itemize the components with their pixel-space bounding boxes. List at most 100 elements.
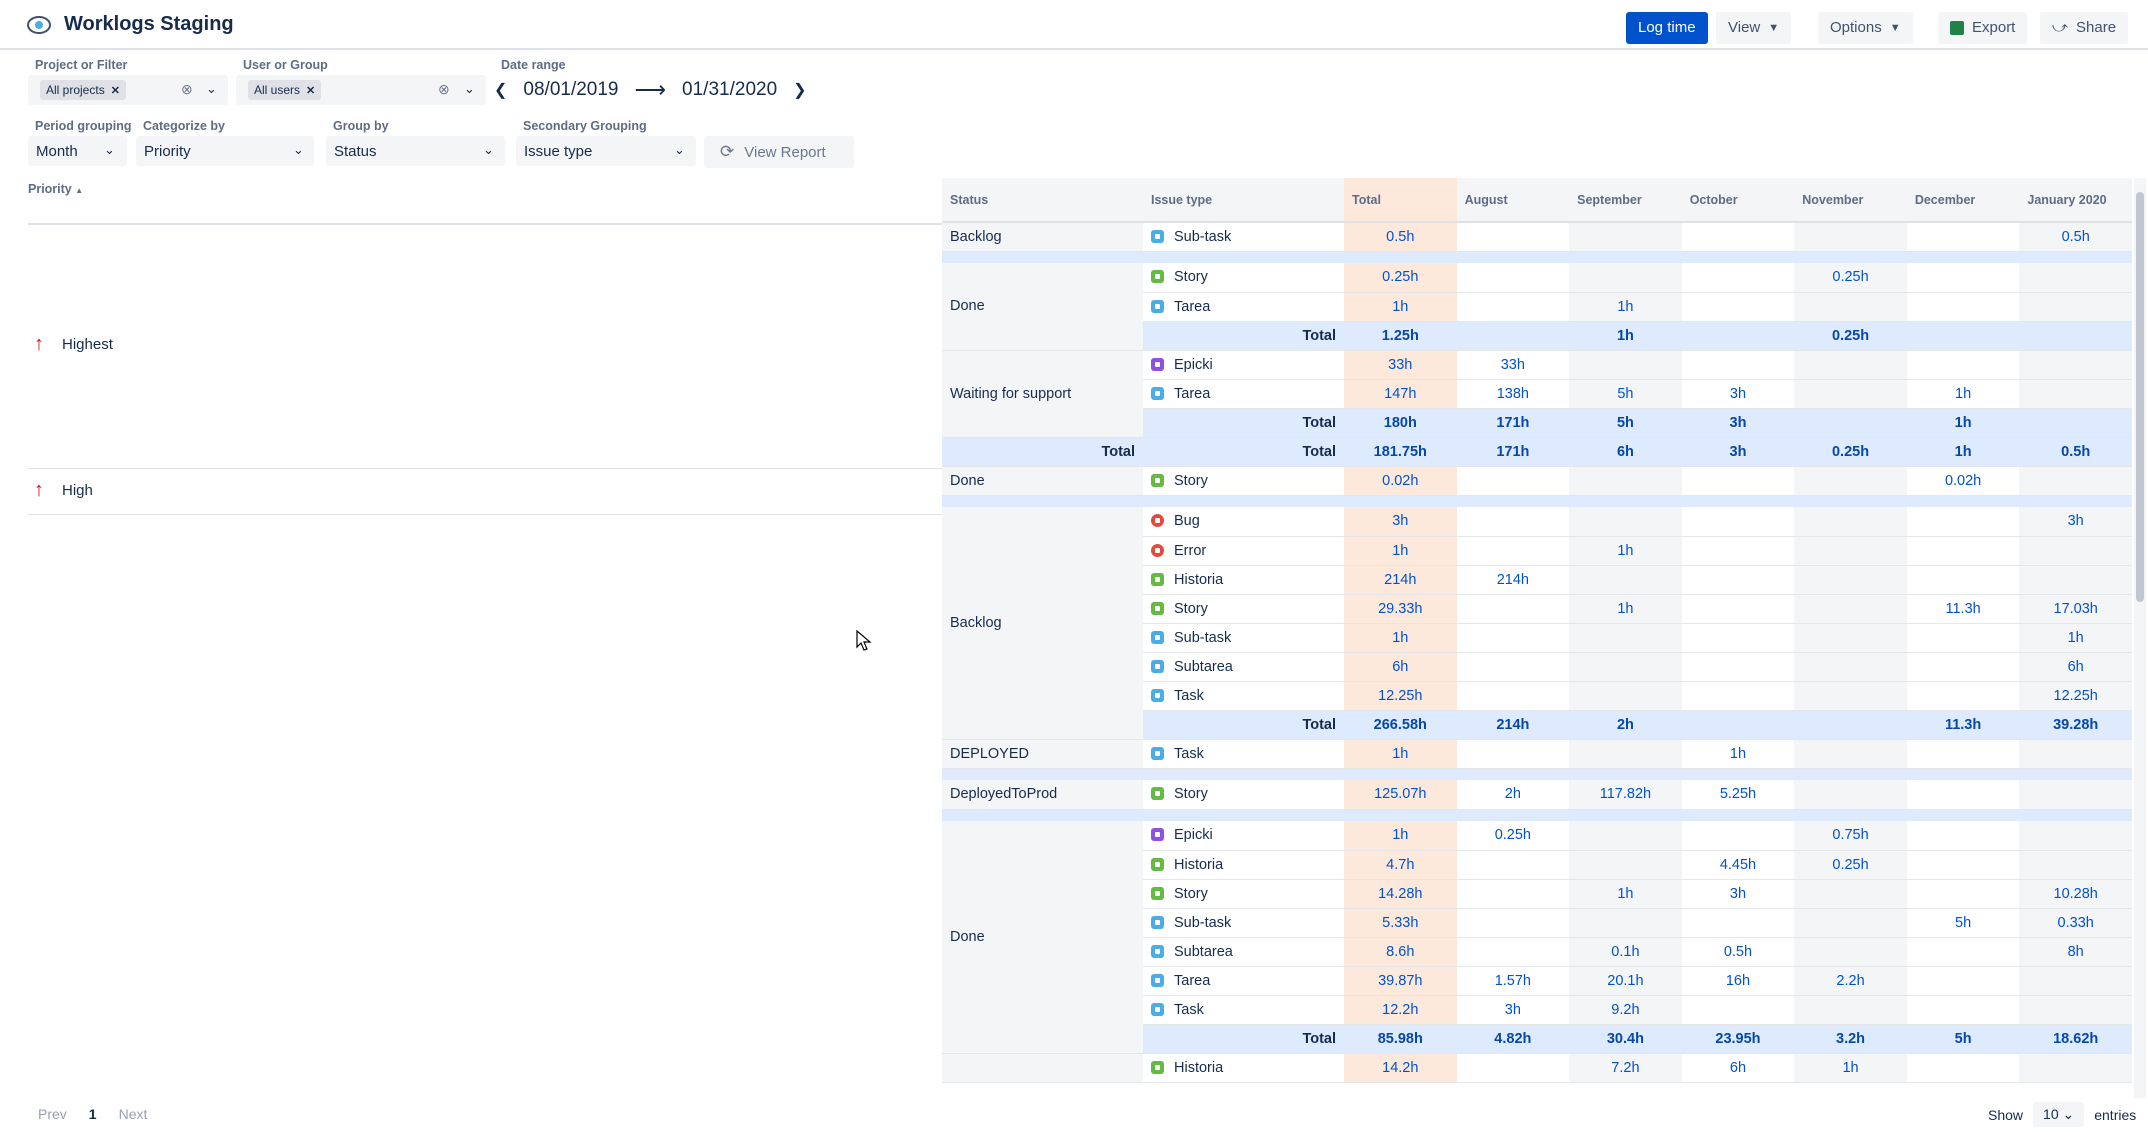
total-cell[interactable]: 14.2h xyxy=(1344,1053,1457,1083)
hours-cell[interactable]: 0.25h xyxy=(1794,321,1907,351)
hours-cell[interactable] xyxy=(1569,565,1682,595)
hours-cell[interactable] xyxy=(1794,408,1907,438)
hours-cell[interactable]: 7.2h xyxy=(1569,1053,1682,1083)
hours-cell[interactable]: 3h xyxy=(1681,879,1795,909)
hours-cell[interactable]: 0.5h xyxy=(2019,437,2132,467)
total-cell[interactable]: 125.07h xyxy=(1344,780,1457,810)
hours-cell[interactable]: 2h xyxy=(1569,710,1682,740)
hours-cell[interactable] xyxy=(1681,536,1795,566)
hours-cell[interactable]: 117.82h xyxy=(1569,780,1682,810)
hours-cell[interactable]: 6h xyxy=(1681,1053,1795,1083)
categorize-by-select[interactable]: Priority xyxy=(136,136,314,166)
hours-cell[interactable] xyxy=(1794,652,1907,682)
hours-cell[interactable] xyxy=(1794,292,1907,322)
hours-cell[interactable] xyxy=(1906,821,2020,851)
hours-cell[interactable] xyxy=(1569,652,1682,682)
hours-cell[interactable]: 0.75h xyxy=(1794,821,1907,851)
hours-cell[interactable]: 0.25h xyxy=(1456,821,1570,851)
hours-cell[interactable] xyxy=(1681,507,1795,537)
hours-cell[interactable] xyxy=(1569,623,1682,653)
hours-cell[interactable] xyxy=(1906,995,2020,1025)
hours-cell[interactable] xyxy=(1906,623,2020,653)
hours-cell[interactable] xyxy=(1569,739,1682,769)
hours-cell[interactable] xyxy=(1681,681,1795,711)
total-cell[interactable]: 1h xyxy=(1344,536,1457,566)
project-filter-select[interactable]: All projects ✕ xyxy=(28,75,228,105)
hours-cell[interactable] xyxy=(1456,850,1570,880)
prev-button[interactable]: Prev xyxy=(38,1106,67,1122)
hours-cell[interactable] xyxy=(1456,879,1570,909)
hours-cell[interactable] xyxy=(1794,222,1907,252)
hours-cell[interactable] xyxy=(1906,739,2020,769)
hours-cell[interactable] xyxy=(1906,222,2020,252)
hours-cell[interactable]: 214h xyxy=(1456,565,1570,595)
hours-cell[interactable] xyxy=(1906,850,2020,880)
entries-select[interactable]: 10 ⌄ xyxy=(2033,1102,2085,1127)
hours-cell[interactable] xyxy=(1456,466,1570,496)
clear-icon[interactable]: ⊗ xyxy=(438,81,450,97)
group-by-select[interactable]: Status xyxy=(326,136,505,166)
hours-cell[interactable] xyxy=(1456,681,1570,711)
hours-cell[interactable]: 1h xyxy=(1906,437,2020,467)
chevron-down-icon[interactable]: ⌄ xyxy=(464,81,475,96)
total-cell[interactable]: 266.58h xyxy=(1344,710,1457,740)
hours-cell[interactable]: 1h xyxy=(1569,292,1682,322)
hours-cell[interactable] xyxy=(1456,739,1570,769)
hours-cell[interactable]: 171h xyxy=(1456,408,1570,438)
hours-cell[interactable]: 5h xyxy=(1569,408,1682,438)
hours-cell[interactable]: 2.2h xyxy=(1794,966,1907,996)
hours-cell[interactable] xyxy=(1456,321,1570,351)
hours-cell[interactable]: 9.2h xyxy=(1569,995,1682,1025)
hours-cell[interactable] xyxy=(1681,652,1795,682)
hours-cell[interactable] xyxy=(2019,350,2132,380)
total-cell[interactable]: 181.75h xyxy=(1344,437,1457,467)
hours-cell[interactable]: 1h xyxy=(1906,408,2020,438)
total-header[interactable]: Total xyxy=(1344,178,1457,223)
log-time-button[interactable]: Log time xyxy=(1626,12,1708,44)
hours-cell[interactable] xyxy=(1681,263,1795,293)
hours-cell[interactable] xyxy=(1794,350,1907,380)
total-cell[interactable]: 12.2h xyxy=(1344,995,1457,1025)
hours-cell[interactable] xyxy=(1794,565,1907,595)
hours-cell[interactable] xyxy=(1794,379,1907,409)
view-report-button[interactable]: ⟳ View Report xyxy=(704,136,854,168)
hours-cell[interactable] xyxy=(1569,821,1682,851)
hours-cell[interactable] xyxy=(1906,350,2020,380)
hours-cell[interactable] xyxy=(1794,908,1907,938)
hours-cell[interactable] xyxy=(1456,507,1570,537)
hours-cell[interactable] xyxy=(2019,466,2132,496)
hours-cell[interactable] xyxy=(2019,1053,2132,1083)
chevron-down-icon[interactable]: ⌄ xyxy=(206,81,217,96)
date-to[interactable]: 01/31/2020 xyxy=(682,79,778,100)
hours-cell[interactable] xyxy=(1681,710,1795,740)
month-header[interactable]: December xyxy=(1906,178,2020,223)
hours-cell[interactable] xyxy=(1906,966,2020,996)
total-cell[interactable]: 5.33h xyxy=(1344,908,1457,938)
hours-cell[interactable]: 0.5h xyxy=(1681,937,1795,967)
hours-cell[interactable]: 5h xyxy=(1906,908,2020,938)
total-cell[interactable]: 29.33h xyxy=(1344,594,1457,624)
total-cell[interactable]: 1h xyxy=(1344,739,1457,769)
total-cell[interactable]: 0.02h xyxy=(1344,466,1457,496)
month-header[interactable]: September xyxy=(1569,178,1682,223)
hours-cell[interactable] xyxy=(1906,681,2020,711)
total-cell[interactable]: 0.25h xyxy=(1344,263,1457,293)
hours-cell[interactable] xyxy=(1681,222,1795,252)
hours-cell[interactable]: 138h xyxy=(1456,379,1570,409)
total-cell[interactable]: 14.28h xyxy=(1344,879,1457,909)
period-grouping-select[interactable]: Month xyxy=(28,136,127,166)
vertical-scrollbar[interactable] xyxy=(2134,178,2146,1098)
hours-cell[interactable] xyxy=(1681,321,1795,351)
hours-cell[interactable] xyxy=(1456,908,1570,938)
hours-cell[interactable] xyxy=(1456,222,1570,252)
hours-cell[interactable] xyxy=(1456,1053,1570,1083)
chevron-down-icon[interactable]: ⌄ xyxy=(483,142,494,157)
hours-cell[interactable] xyxy=(1569,222,1682,252)
total-cell[interactable]: 1.25h xyxy=(1344,321,1457,351)
priority-column-header[interactable]: Priority ▲ xyxy=(28,182,83,196)
month-header[interactable]: August xyxy=(1456,178,1570,223)
clear-icon[interactable]: ⊗ xyxy=(181,81,193,97)
user-filter-select[interactable]: All users ✕ xyxy=(236,75,486,105)
hours-cell[interactable]: 0.25h xyxy=(1794,263,1907,293)
hours-cell[interactable] xyxy=(1681,623,1795,653)
